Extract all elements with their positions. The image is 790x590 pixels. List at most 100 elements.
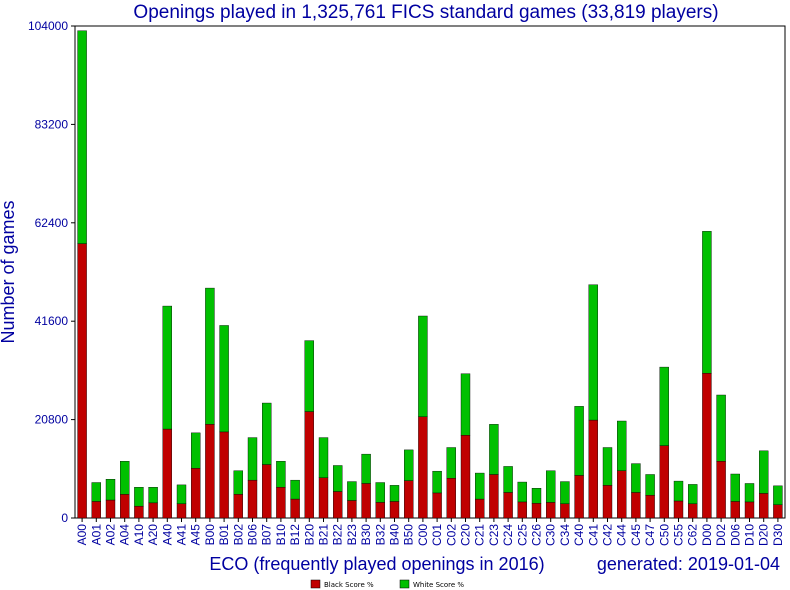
x-tick-label: B07 <box>260 524 274 546</box>
bar-B20-black <box>304 411 314 519</box>
x-tick-label: B20 <box>302 524 316 546</box>
bar-D20-white <box>759 450 769 494</box>
bar-A02-black <box>105 499 116 519</box>
bar-C62-white <box>688 484 698 505</box>
x-tick-label: C50 <box>657 524 671 546</box>
bar-C26-white <box>531 488 542 504</box>
x-tick-label: C40 <box>572 524 586 546</box>
bar-B00-black <box>205 424 215 519</box>
bar-A04-white <box>119 461 130 495</box>
bar-C40-white <box>574 406 584 476</box>
bar-C23-white <box>489 424 499 475</box>
y-tick-label: 20800 <box>35 413 69 427</box>
x-tick-label: C55 <box>672 524 686 546</box>
bar-C62-black <box>688 503 698 519</box>
x-tick-label: B12 <box>288 524 302 546</box>
y-tick-label: 41600 <box>35 314 69 328</box>
x-tick-label: C24 <box>501 524 515 546</box>
y-tick-label: 0 <box>61 511 68 525</box>
bar-C00-white <box>418 315 428 417</box>
bar-C26-black <box>531 503 542 519</box>
bar-C50-black <box>659 445 669 519</box>
x-tick-label: C20 <box>459 524 473 546</box>
x-tick-label: B32 <box>373 524 387 546</box>
bar-C24-black <box>503 492 513 519</box>
bar-D06-white <box>730 473 740 502</box>
bar-B22-white <box>333 465 343 492</box>
x-tick-label: D02 <box>714 524 728 546</box>
bar-C00-black <box>418 416 428 519</box>
x-tick-label: C47 <box>643 524 657 546</box>
x-tick-label: C25 <box>515 524 529 546</box>
bar-A41-white <box>176 484 187 505</box>
x-tick-label: A01 <box>89 524 103 546</box>
bar-B06-white <box>247 437 258 481</box>
bar-B10-white <box>276 461 286 488</box>
x-axis: A00 A01 A02 A04 A10 A20 A40 A41 A45 B00 B01 B02 B06 B… <box>75 518 785 546</box>
x-tick-label: B01 <box>217 524 231 546</box>
x-tick-label: A40 <box>160 524 174 546</box>
bar-C40-black <box>574 475 584 519</box>
bar-B02-black <box>233 494 244 519</box>
bar-A10-white <box>134 487 144 507</box>
x-tick-label: D00 <box>700 524 714 546</box>
bar-B50-black <box>404 480 414 519</box>
bar-A45-black <box>190 468 201 519</box>
x-tick-label: A20 <box>146 524 160 546</box>
bar-A10-black <box>134 505 144 519</box>
legend-swatch-black <box>310 579 321 589</box>
bar-B40-white <box>389 485 400 502</box>
y-axis: 0 20800 41600 62400 83200 104000 <box>28 19 75 525</box>
bar-C24-white <box>503 466 513 493</box>
x-tick-label: B22 <box>331 524 345 546</box>
bar-A40-white <box>162 305 173 430</box>
bar-B12-white <box>290 479 300 500</box>
y-tick-label: 104000 <box>28 19 68 33</box>
x-tick-label: A04 <box>118 524 132 546</box>
bar-A40-black <box>162 428 173 519</box>
bar-C01-black <box>432 492 442 519</box>
bar-B32-black <box>375 502 385 519</box>
bar-C34-black <box>560 503 570 519</box>
bar-B21-black <box>318 477 329 519</box>
bar-C42-black <box>602 485 613 519</box>
bar-A45-white <box>190 432 201 469</box>
x-tick-label: C42 <box>601 524 615 546</box>
x-tick-label: C30 <box>544 524 558 546</box>
bar-B00-white <box>205 287 215 425</box>
x-tick-label: C26 <box>530 524 544 546</box>
bar-B23-white <box>347 481 357 501</box>
x-tick-label: A00 <box>75 524 89 546</box>
bar-B10-black <box>276 487 286 519</box>
bar-A00-black <box>77 243 87 519</box>
legend-label-white: White Score % <box>413 581 464 589</box>
bar-A20-black <box>148 502 158 519</box>
bar-C02-black <box>446 478 456 519</box>
generated-date: generated: 2019-01-04 <box>597 554 780 574</box>
x-tick-label: B23 <box>345 524 359 546</box>
bar-C02-white <box>446 447 456 479</box>
chart-title: Openings played in 1,325,761 FICS standa… <box>133 2 718 23</box>
bar-C42-white <box>602 447 613 486</box>
bar-A00-white <box>77 30 87 244</box>
x-tick-label: C62 <box>686 524 700 546</box>
bar-C45-black <box>631 492 641 519</box>
x-tick-label: A02 <box>104 524 118 546</box>
x-tick-label: C45 <box>629 524 643 546</box>
x-tick-label: B02 <box>231 524 245 546</box>
x-tick-label: D06 <box>728 524 742 546</box>
bar-B07-white <box>262 402 272 465</box>
bar-D10-white <box>744 483 755 503</box>
bar-B22-black <box>333 491 343 519</box>
x-tick-label: A41 <box>175 524 189 546</box>
bar-D30-white <box>773 485 783 505</box>
x-tick-label: C21 <box>473 524 487 546</box>
x-tick-label: C23 <box>487 524 501 546</box>
bar-C01-white <box>432 470 442 494</box>
x-axis-label: ECO (frequently played openings in 2016) <box>209 554 544 574</box>
x-tick-label: D10 <box>743 524 757 546</box>
bar-C20-white <box>460 373 471 436</box>
bar-B32-white <box>375 482 385 503</box>
bar-B01-white <box>219 325 229 433</box>
bar-B20-white <box>304 340 314 412</box>
